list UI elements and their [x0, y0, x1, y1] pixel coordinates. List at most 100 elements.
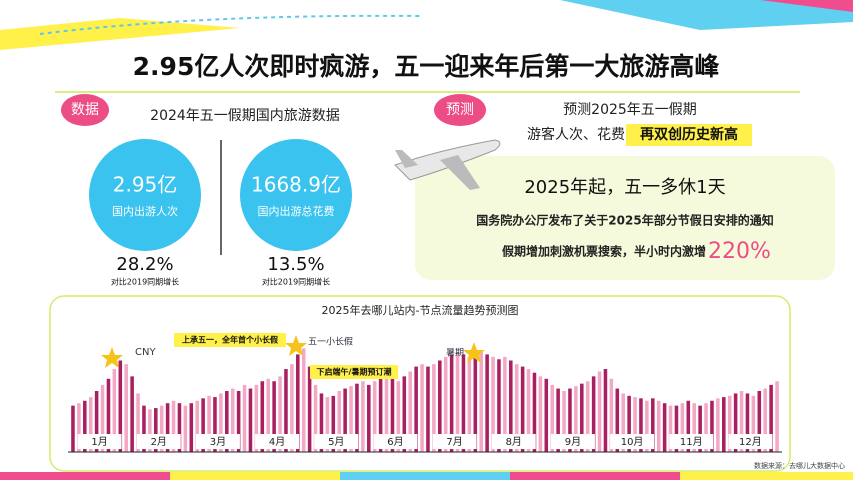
bars — [71, 348, 779, 452]
bar — [236, 391, 241, 452]
month-label: 11月 — [680, 436, 703, 448]
bar — [668, 405, 673, 452]
month-box — [314, 434, 359, 449]
bar — [148, 409, 152, 452]
deco — [680, 472, 853, 480]
bar — [455, 351, 460, 452]
month-label: 10月 — [621, 436, 644, 448]
bar — [680, 403, 685, 452]
surge: 220% — [708, 239, 771, 264]
bar — [213, 397, 217, 452]
month-label: 1月 — [91, 436, 107, 448]
bar — [757, 391, 762, 452]
stat-label: 国内出游人次 — [112, 204, 178, 218]
bar — [361, 381, 365, 452]
bar — [136, 393, 140, 452]
stat-circle — [89, 139, 201, 251]
bar — [414, 366, 418, 452]
bar — [574, 386, 578, 452]
bar — [284, 369, 288, 452]
bar — [331, 395, 336, 452]
month-label: 12月 — [739, 436, 762, 448]
bar — [609, 378, 614, 452]
bar — [88, 397, 93, 452]
bar — [503, 356, 507, 452]
stat-value: 2.95亿 — [113, 173, 178, 197]
bar — [207, 395, 211, 452]
bar — [343, 388, 347, 452]
bar — [426, 366, 430, 452]
bar — [390, 378, 395, 452]
bar — [473, 354, 478, 452]
stat-label: 国内出游总花费 — [258, 204, 335, 218]
bar — [396, 381, 401, 452]
bar — [514, 364, 519, 452]
bar — [83, 400, 87, 452]
star — [285, 335, 307, 356]
bar — [704, 403, 708, 452]
bar — [520, 366, 525, 452]
month-box — [255, 434, 300, 449]
bar — [307, 366, 312, 452]
deco — [560, 0, 853, 30]
bar — [159, 405, 164, 452]
deco — [340, 472, 510, 480]
bar — [278, 376, 282, 452]
bar — [94, 391, 99, 452]
bar — [325, 397, 330, 452]
deco — [760, 0, 853, 12]
bar — [526, 369, 531, 452]
month-label: 2月 — [151, 436, 167, 448]
airplane — [394, 139, 501, 190]
deco — [0, 18, 240, 50]
bar — [260, 381, 265, 452]
bar — [633, 397, 637, 452]
bar — [727, 395, 732, 452]
bar — [296, 354, 300, 452]
month-box — [550, 434, 595, 449]
bar — [763, 388, 767, 452]
bar — [585, 381, 590, 452]
bar — [349, 386, 353, 452]
bar — [603, 369, 608, 452]
month-box — [373, 434, 418, 449]
deco — [39, 14, 421, 35]
bar — [165, 403, 170, 452]
month-label: 6月 — [387, 436, 403, 448]
bar — [106, 378, 111, 452]
bar — [402, 376, 407, 452]
annotation: 上承五一，全年首个小长假 — [182, 335, 278, 345]
months: 1月 2月 3月 4月 5月 6月 7月 8月 9月 10月 11月 12月 — [77, 434, 773, 449]
bar — [142, 405, 146, 452]
bar — [254, 384, 259, 452]
bar — [443, 356, 448, 452]
bar — [627, 395, 631, 452]
bar — [171, 400, 176, 452]
tag-bubble — [61, 94, 109, 126]
stat-circle — [240, 139, 352, 251]
notice: 国务院办公厅发布了关于2025年部分节假日安排的通知 — [476, 213, 773, 228]
bar — [621, 393, 625, 452]
bar — [568, 388, 572, 452]
growth: 28.2% — [116, 254, 173, 275]
bar — [118, 360, 123, 452]
highlight: 再双创历史新高 — [640, 126, 738, 143]
bar — [692, 403, 696, 452]
bar — [100, 384, 105, 452]
bar — [230, 388, 235, 452]
bar — [266, 378, 270, 452]
bar — [177, 403, 182, 452]
bar — [645, 400, 649, 452]
month-box — [77, 434, 122, 449]
bar — [497, 359, 501, 452]
bar — [461, 354, 466, 452]
bar — [544, 378, 549, 452]
bar — [674, 405, 679, 452]
bar — [378, 378, 383, 452]
month-label: 9月 — [565, 436, 581, 448]
bar — [71, 405, 75, 452]
growth-label: 对比2019同期增长 — [111, 277, 179, 287]
month-label: 7月 — [446, 436, 462, 448]
bar — [580, 383, 584, 452]
